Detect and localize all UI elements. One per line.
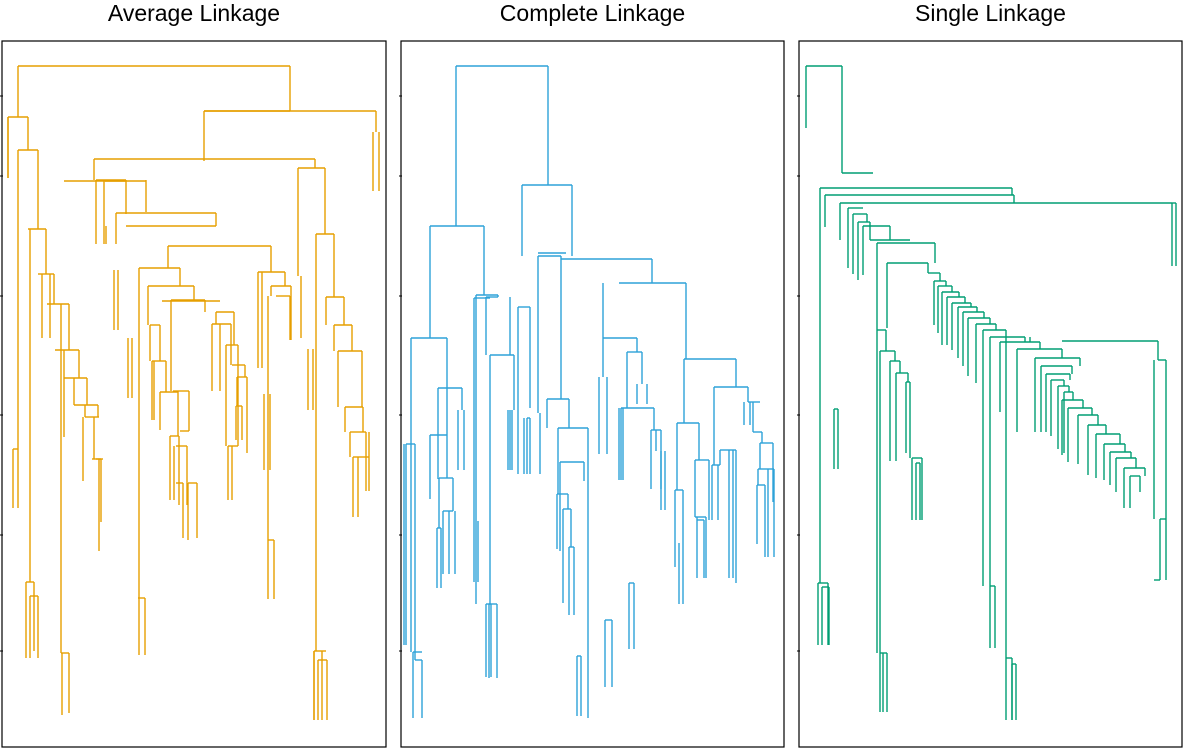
- plot-frame-average: [1, 40, 387, 748]
- plot-frame-single: [798, 40, 1183, 748]
- chart-title-complete: Complete Linkage: [499, 0, 686, 26]
- chart-title-single: Single Linkage: [915, 0, 1066, 26]
- dendrogram-average: [0, 65, 380, 720]
- plot-frame-complete: [400, 40, 785, 748]
- chart-title-average: Average Linkage: [107, 0, 281, 26]
- dendrogram-complete: [399, 65, 775, 718]
- dendrogram-single: [797, 65, 1177, 720]
